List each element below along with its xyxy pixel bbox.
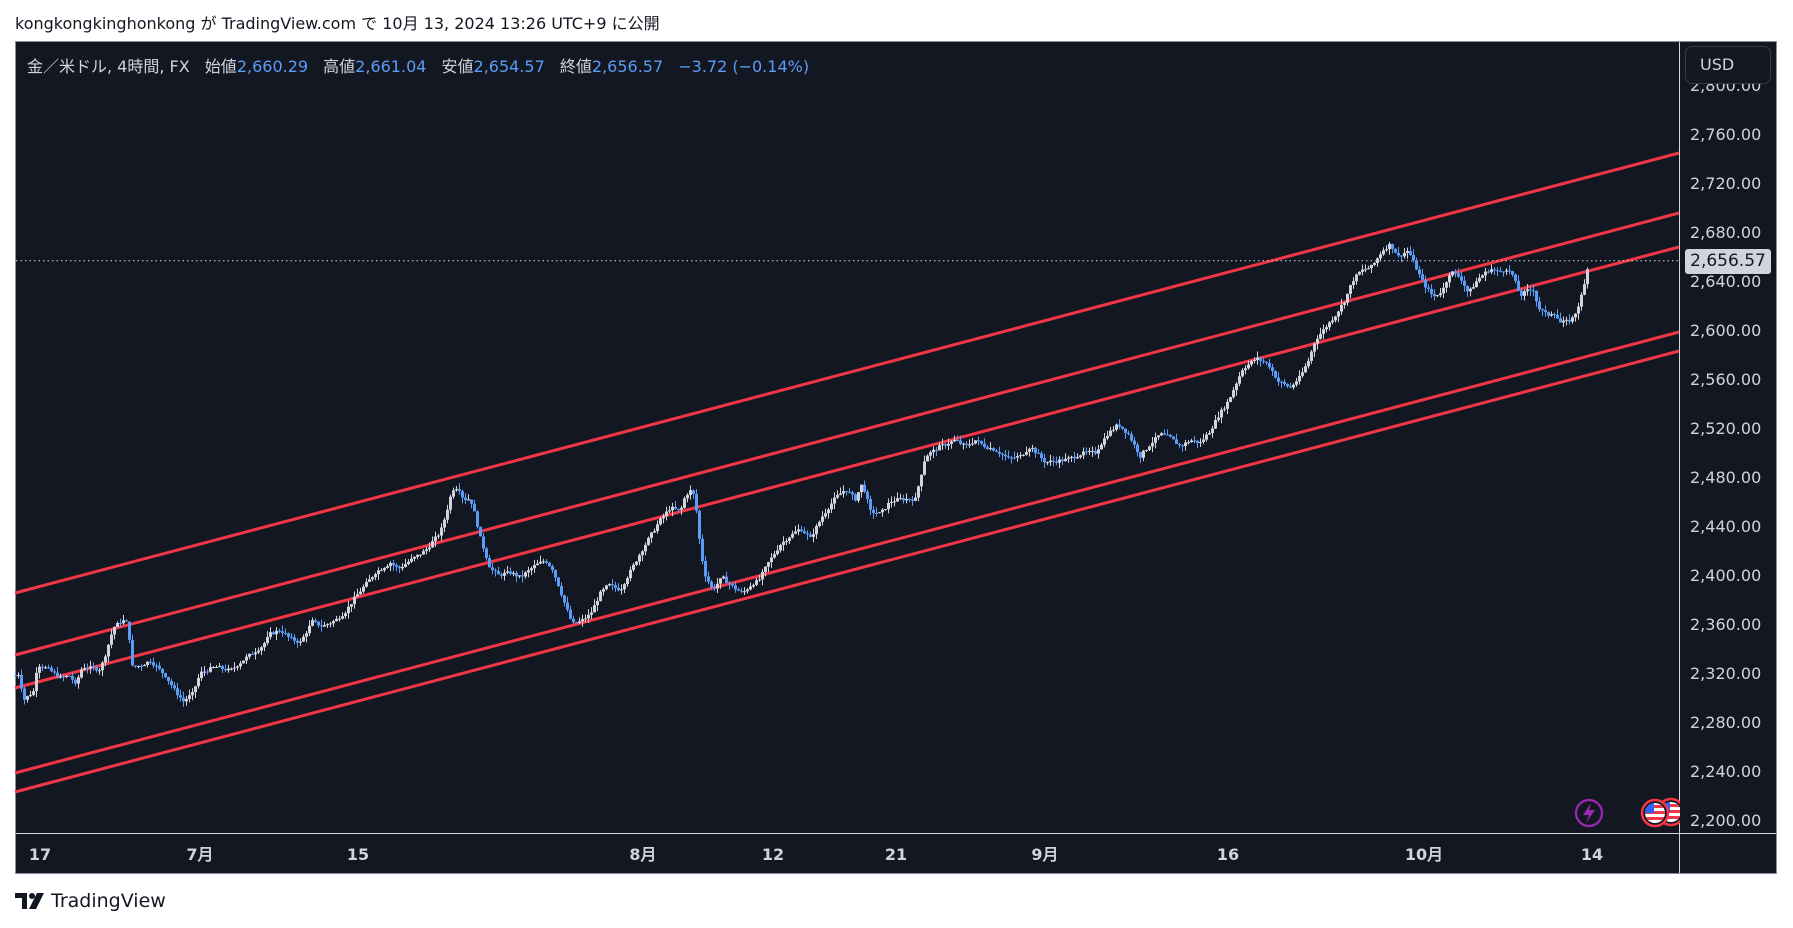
price-axis-cover (1680, 42, 1776, 833)
publish-info: kongkongkinghonkong が TradingView.com で … (15, 14, 660, 33)
open-value: 2,660.29 (236, 57, 309, 76)
last-price-label: 2,656.57 (1685, 249, 1771, 274)
trendline-channel-top[interactable] (14, 151, 1680, 595)
trendline-channel-lower[interactable] (14, 330, 1680, 775)
price-tick: 2,680.00 (1690, 223, 1761, 242)
time-tick: 21 (885, 845, 907, 864)
price-tick: 2,760.00 (1690, 125, 1761, 144)
open-label: 始値 (204, 57, 237, 76)
time-tick: 7月 (186, 845, 213, 864)
price-tick: 2,560.00 (1690, 370, 1761, 389)
price-tick: 2,320.00 (1690, 664, 1761, 683)
price-tick: 2,480.00 (1690, 468, 1761, 487)
time-tick: 8月 (629, 845, 656, 864)
close-value: 2,656.57 (591, 57, 664, 76)
time-tick: 15 (347, 845, 369, 864)
price-tick: 2,440.00 (1690, 517, 1761, 536)
tradingview-logo-icon (15, 893, 44, 909)
price-tick: 2,640.00 (1690, 272, 1761, 291)
symbol-title[interactable]: 金／米ドル, 4時間, FX (27, 57, 190, 76)
trendlines (14, 151, 1680, 794)
change-value: −3.72 (−0.14%) (678, 57, 810, 76)
price-tick: 2,360.00 (1690, 615, 1761, 634)
chart-frame (15, 41, 1777, 874)
chart-legend: 金／米ドル, 4時間, FX 始値2,660.29 高値2,661.04 安値2… (27, 53, 809, 77)
trendline-channel-mid[interactable] (14, 245, 1680, 690)
lightning-icon[interactable] (1574, 798, 1604, 828)
us-flag-event-icon[interactable] (1640, 798, 1670, 828)
trendline-channel-upper-mid[interactable] (14, 211, 1680, 657)
price-tick: 2,280.00 (1690, 713, 1761, 732)
currency-button[interactable]: USD (1685, 46, 1771, 84)
time-tick: 17 (29, 845, 51, 864)
price-tick: 2,520.00 (1690, 419, 1761, 438)
price-tick: 2,600.00 (1690, 321, 1761, 340)
high-value: 2,661.04 (355, 57, 427, 76)
close-label: 終値 (559, 57, 592, 76)
time-tick: 12 (762, 845, 784, 864)
trendline-channel-bottom[interactable] (14, 349, 1680, 794)
time-tick: 16 (1217, 845, 1239, 864)
price-tick: 2,240.00 (1690, 762, 1761, 781)
high-label: 高値 (323, 57, 356, 76)
time-tick: 10月 (1405, 845, 1443, 864)
tradingview-footer[interactable]: TradingView (15, 890, 166, 912)
time-tick: 14 (1581, 845, 1603, 864)
price-tick: 2,720.00 (1690, 174, 1761, 193)
time-tick: 9月 (1031, 845, 1058, 864)
low-label: 安値 (441, 57, 474, 76)
time-axis[interactable]: 17 7月 15 8月 12 21 9月 16 10月 14 (29, 845, 1603, 864)
brand-name: TradingView (51, 890, 166, 912)
candlesticks (14, 241, 1589, 707)
price-tick: 2,200.00 (1690, 811, 1761, 830)
low-value: 2,654.57 (473, 57, 545, 76)
price-tick: 2,400.00 (1690, 566, 1761, 585)
